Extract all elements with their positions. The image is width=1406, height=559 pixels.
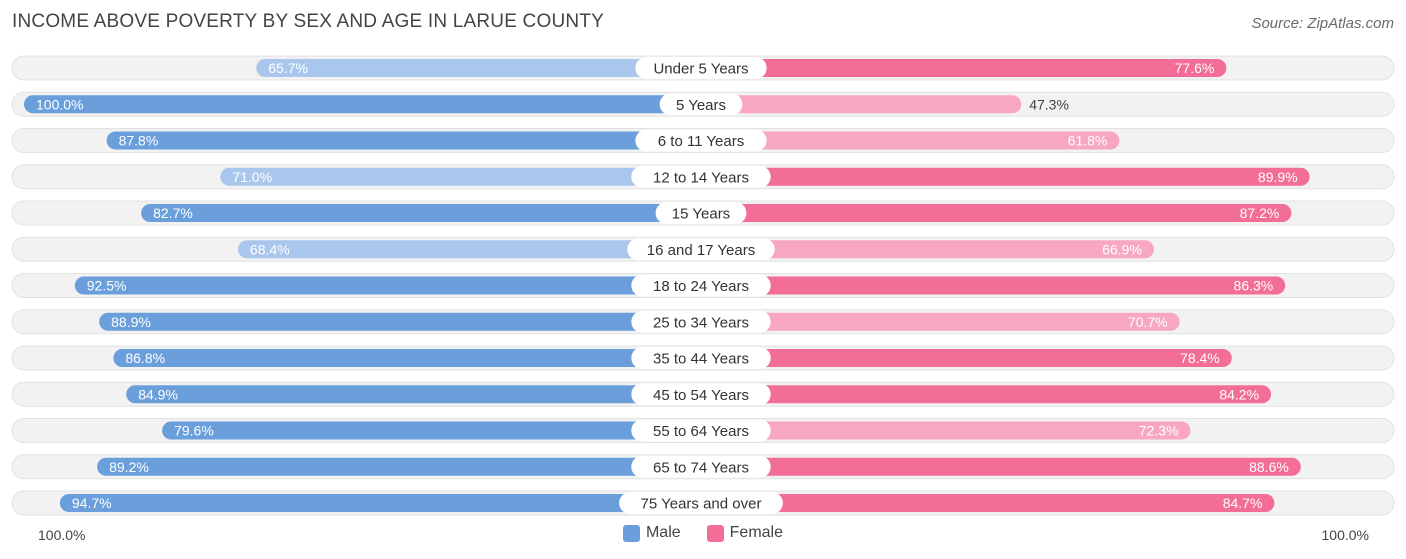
female-value-label: 88.6% <box>1249 459 1289 475</box>
female-bar <box>701 167 1310 186</box>
male-value-label: 65.7% <box>268 60 308 76</box>
female-bar <box>701 421 1191 440</box>
male-bar <box>237 240 701 259</box>
category-label: 35 to 44 Years <box>653 351 749 368</box>
female-value-label: 47.3% <box>1029 96 1069 112</box>
male-bar <box>126 385 702 404</box>
category-label: 18 to 24 Years <box>653 278 749 295</box>
male-value-label: 68.4% <box>250 241 290 257</box>
female-value-label: 87.2% <box>1240 205 1280 221</box>
male-bar <box>256 59 701 77</box>
category-pill <box>631 165 771 188</box>
chart-svg: 65.7% 77.6% Under 5 Years 100.0% 47.3% 5 Year… <box>11 55 1395 516</box>
legend-swatch-female <box>706 524 724 542</box>
female-value-label: 66.9% <box>1102 241 1142 257</box>
category-pill <box>635 57 767 79</box>
category-label: 55 to 64 Years <box>653 423 749 440</box>
male-value-label: 84.9% <box>138 386 178 402</box>
legend-label-female: Female <box>729 524 784 541</box>
male-bar <box>220 167 701 186</box>
category-pill <box>631 274 771 297</box>
chart-source: Source: ZipAtlas.com <box>1251 15 1394 32</box>
female-bar <box>701 95 1022 114</box>
female-bar <box>701 494 1275 512</box>
category-label: 5 Years <box>676 97 726 114</box>
male-value-label: 71.0% <box>232 169 272 185</box>
category-pill <box>655 202 747 224</box>
male-bar <box>141 204 702 222</box>
female-bar <box>701 240 1154 259</box>
female-bar <box>701 385 1272 404</box>
category-pill <box>631 419 771 442</box>
chart-title: INCOME ABOVE POVERTY BY SEX AND AGE IN L… <box>12 11 604 32</box>
female-value-label: 89.9% <box>1258 169 1298 185</box>
female-bar <box>701 349 1232 367</box>
category-label: 45 to 54 Years <box>653 387 749 404</box>
male-value-label: 79.6% <box>174 423 214 439</box>
female-bar <box>701 457 1301 476</box>
male-bar <box>113 349 701 367</box>
legend-item-female[interactable]: Female <box>706 524 784 542</box>
female-value-label: 86.3% <box>1234 278 1274 294</box>
female-value-label: 70.7% <box>1128 314 1168 330</box>
male-value-label: 94.7% <box>72 495 112 511</box>
male-value-label: 88.9% <box>111 314 151 330</box>
category-pill <box>631 455 771 478</box>
male-bar <box>24 95 701 114</box>
category-pill <box>627 238 775 261</box>
male-bar <box>106 131 702 150</box>
category-label: 65 to 74 Years <box>653 459 749 476</box>
category-pill <box>619 492 783 514</box>
male-bar <box>162 421 701 440</box>
category-pill <box>631 383 771 406</box>
male-bar <box>59 494 702 512</box>
legend-label-male: Male <box>645 524 681 541</box>
legend-item-male[interactable]: Male <box>622 524 681 542</box>
category-pill <box>631 310 771 333</box>
female-value-label: 72.3% <box>1139 423 1179 439</box>
category-label: 25 to 34 Years <box>653 314 749 331</box>
male-value-label: 89.2% <box>109 459 149 475</box>
male-bar <box>97 457 702 476</box>
axis-right-label: 100.0% <box>1321 527 1369 543</box>
category-label: 15 Years <box>672 206 730 223</box>
female-value-label: 61.8% <box>1068 133 1108 149</box>
category-pill <box>659 93 743 116</box>
male-value-label: 82.7% <box>153 205 193 221</box>
legend-swatch-male <box>622 524 640 542</box>
category-label: 6 to 11 Years <box>658 133 744 150</box>
male-value-label: 87.8% <box>119 133 159 149</box>
category-pill <box>635 129 767 152</box>
female-value-label: 84.2% <box>1219 386 1259 402</box>
category-label: 12 to 14 Years <box>653 169 749 186</box>
category-pill <box>631 347 771 369</box>
male-value-label: 100.0% <box>36 96 83 112</box>
female-bar <box>701 59 1227 77</box>
male-bar <box>99 312 702 331</box>
male-value-label: 86.8% <box>125 350 165 366</box>
female-value-label: 84.7% <box>1223 495 1263 511</box>
female-value-label: 78.4% <box>1180 350 1220 366</box>
female-bar <box>701 131 1120 150</box>
male-bar <box>74 276 701 295</box>
female-bar <box>701 312 1180 331</box>
category-label: 16 and 17 Years <box>647 242 755 259</box>
female-value-label: 77.6% <box>1175 60 1215 76</box>
legend: Male Female <box>0 524 1406 542</box>
category-label: 75 Years and over <box>641 496 762 513</box>
category-label: Under 5 Years <box>653 61 748 78</box>
female-bar <box>701 276 1286 295</box>
male-value-label: 92.5% <box>87 278 127 294</box>
female-bar <box>701 204 1292 222</box>
axis-left-label: 100.0% <box>38 527 86 543</box>
